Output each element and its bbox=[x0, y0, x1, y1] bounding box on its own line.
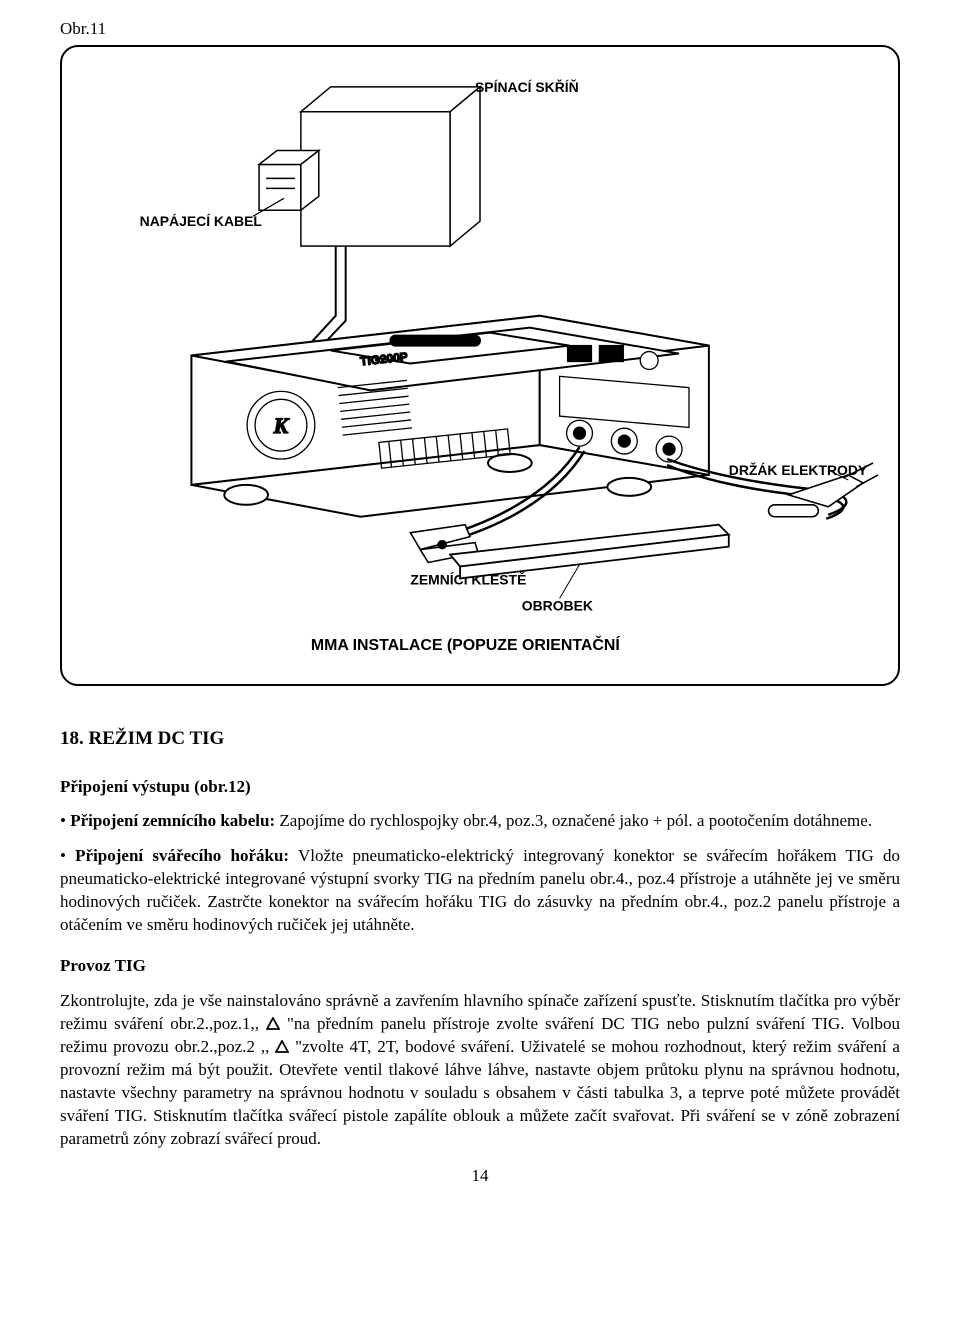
subheading-provoz: Provoz TIG bbox=[60, 955, 900, 978]
bullet1-bold: Připojení zemnícího kabelu: bbox=[70, 811, 275, 830]
bullet1-prefix: • bbox=[60, 811, 70, 830]
badge-letter: K bbox=[273, 413, 290, 438]
bullet-1: • Připojení zemnícího kabelu: Zapojíme d… bbox=[60, 810, 900, 833]
bullet2-bold: Připojení svářecího hořáku: bbox=[75, 846, 289, 865]
subheading-pripojeni: Připojení výstupu (obr.12) bbox=[60, 776, 900, 799]
label-obrobek: OBROBEK bbox=[522, 597, 593, 613]
label-napajeci: NAPÁJECÍ KABEL bbox=[140, 213, 263, 229]
label-drzak: DRŽÁK ELEKTRODY bbox=[729, 461, 868, 478]
section-heading: 18. REŽIM DC TIG bbox=[60, 726, 900, 752]
diagram-frame: SPÍNACÍ SKŘÍŇ NAPÁJECÍ KABEL bbox=[60, 45, 900, 686]
triangle-icon bbox=[275, 1040, 289, 1053]
diagram-title: MMA INSTALACE (POPUZE ORIENTAČNÍ bbox=[311, 635, 621, 654]
provoz-paragraph: Zkontrolujte, zda je vše nainstalováno s… bbox=[60, 990, 900, 1151]
triangle-icon bbox=[266, 1017, 280, 1030]
bullet-2: • Připojení svářecího hořáku: Vložte pne… bbox=[60, 845, 900, 937]
label-spinaci: SPÍNACÍ SKŘÍŇ bbox=[475, 78, 579, 95]
bullet2-prefix: • bbox=[60, 846, 75, 865]
bullet1-rest: Zapojíme do rychlospojky obr.4, poz.3, o… bbox=[275, 811, 872, 830]
page-number: 14 bbox=[60, 1165, 900, 1188]
mma-installation-diagram: SPÍNACÍ SKŘÍŇ NAPÁJECÍ KABEL bbox=[72, 57, 888, 674]
figure-label: Obr.11 bbox=[60, 18, 900, 41]
